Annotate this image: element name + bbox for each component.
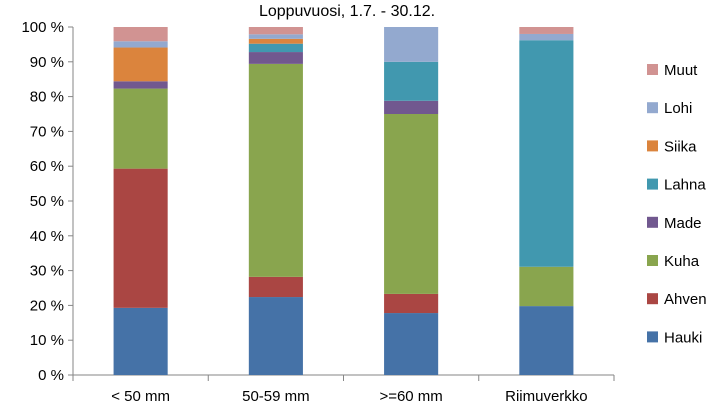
legend-item-made: Made: [647, 215, 702, 232]
x-axis: < 50 mm 50-59 mm >=60 mm Riimuverkko: [72, 374, 615, 405]
y-tick-label: 100 %: [21, 19, 64, 36]
legend-swatch: [647, 178, 658, 190]
legend-swatch: [647, 140, 658, 152]
legend-swatch: [647, 64, 658, 75]
bar-segment-lohi: [519, 33, 574, 41]
x-tick-label: < 50 mm: [111, 388, 170, 405]
legend: Muut Lohi Siika Lahna Made Kuha Ahven Hauki: [647, 62, 707, 346]
legend-swatch: [647, 331, 658, 343]
legend-label: Kuha: [664, 253, 700, 270]
y-tick-label: 20 %: [30, 297, 64, 314]
y-tick-label: 10 %: [30, 332, 64, 349]
legend-swatch: [647, 216, 658, 228]
y-tick-label: 80 %: [30, 89, 64, 106]
legend-item-lohi: Lohi: [647, 100, 692, 117]
y-tick-label: 0 %: [38, 367, 64, 384]
bar-segment-lohi: [113, 41, 168, 48]
legend-item-lahna: Lahna: [647, 177, 706, 194]
y-tick-label: 70 %: [30, 123, 64, 140]
legend-item-muut: Muut: [647, 62, 698, 79]
legend-label: Lahna: [664, 177, 706, 194]
bar-segment-hauki: [384, 313, 439, 375]
bar-segment-lohi: [384, 27, 439, 62]
legend-label: Siika: [664, 138, 697, 155]
bar-segment-made: [384, 100, 439, 114]
chart-title: Loppuvuosi, 1.7. - 30.12.: [259, 3, 435, 20]
x-tick-label: 50-59 mm: [242, 388, 310, 405]
x-tick-label: >=60 mm: [379, 388, 442, 405]
bar-segment-kuha: [384, 114, 439, 294]
legend-swatch: [647, 293, 658, 305]
bar-segment-lahna: [384, 61, 439, 101]
legend-item-siika: Siika: [647, 138, 697, 155]
bar-segment-muut: [519, 27, 574, 34]
y-tick-label: 50 %: [30, 193, 64, 210]
bar-segment-ahven: [248, 276, 303, 298]
y-tick-label: 90 %: [30, 54, 64, 71]
x-tick-label: Riimuverkko: [505, 388, 588, 405]
legend-label: Ahven: [664, 291, 707, 308]
bar-segment-lohi: [248, 34, 303, 39]
legend-item-ahven: Ahven: [647, 291, 707, 308]
bar-segment-ahven: [113, 168, 168, 308]
bar-segment-kuha: [113, 88, 168, 169]
bar-segment-hauki: [248, 297, 303, 375]
legend-label: Hauki: [664, 329, 702, 346]
legend-item-kuha: Kuha: [647, 253, 700, 270]
bar-segment-siika: [248, 38, 303, 44]
y-tick-label: 30 %: [30, 263, 64, 280]
bar-segment-made: [113, 81, 168, 89]
y-axis: 0 % 10 % 20 % 30 % 40 % 50 % 60 % 70 % 80 % 90 % 1…: [21, 19, 74, 384]
legend-label: Made: [664, 215, 702, 232]
legend-item-hauki: Hauki: [647, 329, 702, 346]
bars: [113, 27, 574, 375]
bar-segment-ahven: [384, 293, 439, 314]
bar-segment-kuha: [248, 63, 303, 277]
y-tick-label: 60 %: [30, 158, 64, 175]
legend-label: Lohi: [664, 100, 692, 117]
bar-segment-muut: [248, 27, 303, 35]
bar-segment-siika: [113, 47, 168, 82]
y-tick-label: 40 %: [30, 228, 64, 245]
bar-segment-muut: [113, 27, 168, 42]
legend-label: Muut: [664, 62, 698, 79]
bar-segment-lahna: [248, 43, 303, 53]
bar-segment-hauki: [519, 306, 574, 375]
bar-segment-made: [248, 52, 303, 64]
bar-segment-lahna: [519, 40, 574, 267]
legend-swatch: [647, 102, 658, 114]
legend-swatch: [647, 255, 658, 266]
bar-segment-kuha: [519, 266, 574, 307]
bar-segment-hauki: [113, 307, 168, 375]
